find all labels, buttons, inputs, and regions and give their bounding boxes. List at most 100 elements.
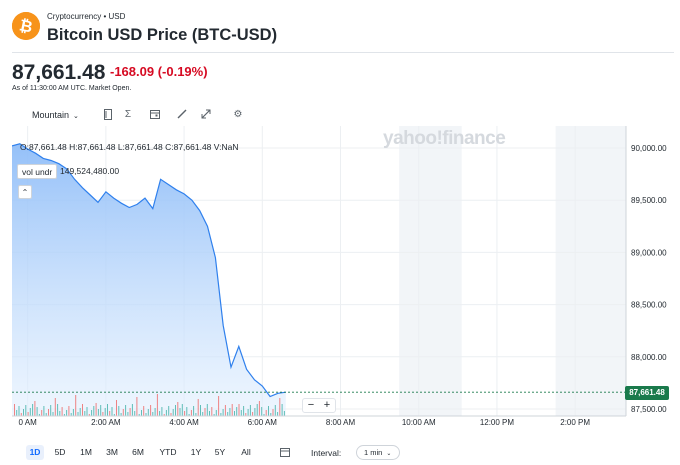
volume-bar: [181, 404, 183, 416]
price-chart-svg[interactable]: 90,000.00 89,500.00 89,000.00 88,500.00 88,0…: [12, 126, 680, 426]
volume-bar: [247, 409, 249, 416]
volume-bar: [107, 404, 108, 416]
volume-bar: [34, 401, 36, 416]
volume-bar: [222, 409, 224, 416]
draw-icon[interactable]: [176, 108, 188, 120]
volume-bar: [111, 407, 113, 416]
volume-bar: [200, 405, 201, 416]
chart-shaded-region: [555, 126, 626, 416]
volume-bar: [38, 414, 40, 416]
volume-bar: [113, 414, 115, 416]
current-price: 87,661.48: [12, 61, 106, 84]
x-tick-label: 10:00 AM: [402, 418, 436, 426]
volume-bar: [97, 409, 99, 416]
volume-bar: [150, 405, 152, 416]
range-ytd[interactable]: YTD: [159, 447, 177, 457]
price-area: [12, 143, 286, 417]
volume-bar: [20, 413, 22, 416]
volume-bar: [91, 410, 93, 416]
chevron-up-icon: ⌃: [21, 187, 29, 197]
volume-bar: [272, 409, 274, 416]
volume-bar: [188, 414, 190, 416]
volume-bar: [211, 407, 213, 416]
volume-bar: [270, 413, 272, 416]
volume-bar: [14, 404, 15, 416]
volume-bar: [95, 403, 97, 416]
volume-bar: [45, 413, 47, 416]
settings-icon[interactable]: ⚙: [233, 108, 243, 120]
x-tick-label: 4:00 AM: [169, 418, 199, 426]
volume-bar: [179, 408, 181, 416]
volume-bar: [159, 411, 161, 416]
range-6m[interactable]: 6M: [132, 447, 144, 457]
volume-bar: [249, 405, 251, 416]
volume-bar: [63, 414, 65, 416]
bitcoin-logo-icon: ₿: [12, 12, 40, 40]
volume-bar: [18, 406, 20, 416]
range-3m[interactable]: 3M: [106, 447, 118, 457]
timezone-dropdown[interactable]: Mountain ⌄: [32, 110, 79, 120]
timezone-label: Mountain: [32, 110, 70, 120]
volume-bar: [50, 405, 52, 416]
calendar-icon[interactable]: [149, 108, 161, 120]
expand-icon[interactable]: [200, 108, 212, 120]
volume-bar: [100, 405, 102, 416]
volume-bar: [252, 412, 254, 416]
range-bar: 1D 5D 1M 3M 6M YTD 1Y 5Y All Interval: 1…: [12, 443, 672, 461]
x-tick-label: 12:00 PM: [480, 418, 515, 426]
zoom-out-button[interactable]: −: [307, 399, 315, 411]
volume-bar: [127, 412, 129, 416]
volume-bar: [238, 404, 240, 416]
indicator-icon[interactable]: Σ: [124, 108, 132, 120]
volume-bar: [234, 411, 235, 416]
range-1m[interactable]: 1M: [80, 447, 92, 457]
volume-bar: [82, 404, 83, 416]
volume-bar: [68, 406, 70, 416]
volume-bar: [93, 406, 95, 416]
header-divider: [12, 52, 674, 53]
panel-icon[interactable]: [102, 108, 114, 120]
collapse-legend-button[interactable]: ⌃: [18, 185, 32, 199]
x-tick-label: 2:00 PM: [560, 418, 590, 426]
volume-bar: [136, 397, 138, 416]
range-all[interactable]: All: [241, 447, 251, 457]
volume-bar: [283, 411, 285, 416]
range-1y[interactable]: 1Y: [190, 447, 202, 457]
volume-bar: [57, 404, 59, 416]
volume-bar: [220, 413, 222, 416]
volume-bar: [227, 412, 229, 416]
calendar-icon[interactable]: [280, 447, 290, 457]
volume-bar: [32, 404, 34, 416]
volume-label: vol undr: [17, 164, 58, 179]
volume-bar: [231, 404, 233, 416]
volume-bar: [161, 407, 163, 416]
range-1d[interactable]: 1D: [26, 445, 44, 460]
volume-bar: [268, 406, 269, 416]
quote-header: ₿ Cryptocurrency • USD Bitcoin USD Price…: [12, 10, 676, 52]
interval-dropdown[interactable]: 1 min ⌄: [356, 445, 400, 460]
chevron-down-icon: ⌄: [386, 451, 392, 457]
chevron-down-icon: ⌄: [73, 113, 79, 120]
price-chart[interactable]: 90,000.00 89,500.00 89,000.00 88,500.00 88,0…: [12, 126, 680, 426]
y-tick-label: 88,500.00: [631, 301, 667, 310]
volume-bar: [190, 410, 192, 416]
chart-shaded-region: [399, 126, 462, 416]
x-tick-label: 6:00 AM: [248, 418, 278, 426]
volume-bar: [263, 414, 265, 416]
y-tick-label: 89,500.00: [631, 196, 667, 205]
range-5d[interactable]: 5D: [54, 447, 66, 457]
volume-bar: [122, 409, 124, 416]
volume-bar: [256, 404, 258, 416]
y-tick-label: 89,000.00: [631, 248, 667, 257]
ohlc-legend: O:87,661.48 H:87,661.48 L:87,661.48 C:87…: [20, 142, 239, 152]
volume-bar: [25, 405, 27, 416]
volume-bar: [84, 411, 86, 416]
last-price-tag: 87,661.48: [625, 386, 669, 400]
volume-bar: [66, 410, 68, 416]
range-5y[interactable]: 5Y: [214, 447, 226, 457]
volume-bar: [213, 414, 215, 416]
volume-bar: [61, 407, 63, 416]
volume-bar: [116, 400, 117, 416]
zoom-in-button[interactable]: +: [323, 399, 331, 411]
volume-bar: [134, 411, 136, 416]
